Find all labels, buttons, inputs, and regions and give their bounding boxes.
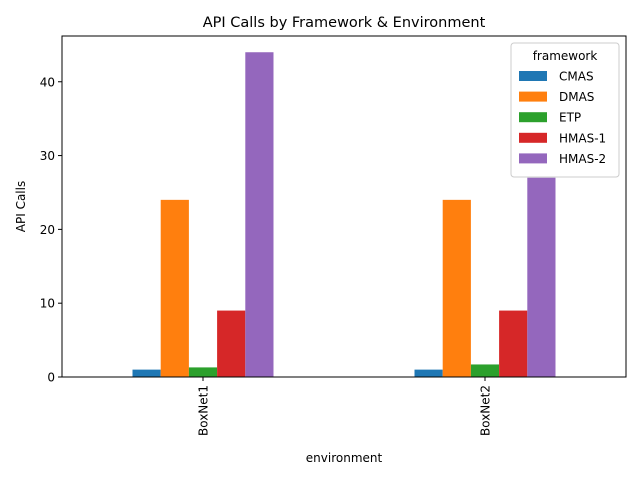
bar-hmas-1-boxnet2: [499, 310, 528, 377]
legend-label-hmas-2: HMAS-2: [559, 152, 606, 166]
legend-title: framework: [533, 49, 598, 63]
legend-label-etp: ETP: [559, 111, 581, 125]
bar-dmas-boxnet2: [442, 199, 471, 377]
y-tick-label: 10: [40, 297, 55, 311]
plot-frame: [61, 35, 627, 378]
x-tick-label: BoxNet2: [479, 385, 493, 436]
bar-cmas-boxnet2: [414, 369, 443, 377]
y-axis: 0 10 20 30 40: [40, 75, 62, 385]
bar-hmas-1-boxnet1: [217, 310, 246, 377]
legend: framework CMAS DMAS ETP HMAS-1 HMAS-2: [510, 42, 620, 178]
y-tick-label: 20: [40, 223, 55, 237]
bar-dmas-boxnet1: [160, 199, 189, 377]
x-axis-label: environment: [306, 451, 383, 465]
y-tick-label: 0: [47, 371, 55, 385]
bar-etp-boxnet1: [188, 367, 218, 377]
legend-swatch-etp: [519, 112, 547, 123]
x-axis: BoxNet1 BoxNet2: [197, 377, 493, 436]
legend-swatch-hmas-2: [519, 153, 547, 164]
bar-etp-boxnet2: [470, 364, 500, 377]
legend-label-hmas-1: HMAS-1: [559, 131, 606, 145]
legend-label-dmas: DMAS: [559, 90, 594, 104]
bar-cmas-boxnet1: [132, 369, 161, 377]
bar-hmas-2-boxnet1: [245, 52, 274, 377]
legend-swatch-dmas: [519, 91, 547, 102]
y-axis-label: API Calls: [14, 181, 28, 232]
bars-layer: [132, 52, 556, 377]
y-tick-label: 40: [40, 75, 55, 89]
legend-swatch-cmas: [519, 71, 547, 81]
y-tick-label: 30: [40, 149, 55, 163]
legend-label-cmas: CMAS: [559, 70, 594, 84]
x-tick-label: BoxNet1: [197, 385, 211, 436]
bar-hmas-2-boxnet2: [527, 177, 556, 377]
chart-title: API Calls by Framework & Environment: [203, 15, 486, 31]
legend-swatch-hmas-1: [519, 132, 547, 143]
